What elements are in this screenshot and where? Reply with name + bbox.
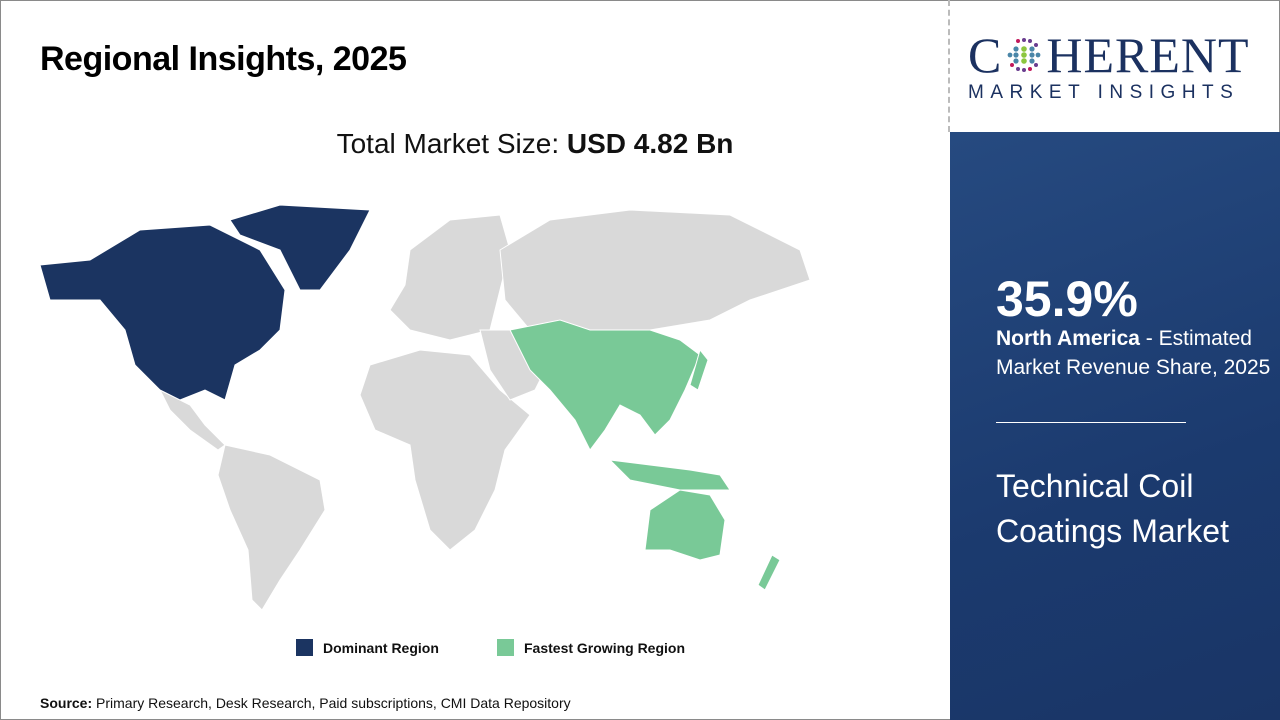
world-map: [39, 204, 811, 611]
legend-label: Dominant Region: [323, 639, 439, 656]
map-europe: [389, 214, 511, 341]
legend-swatch: [497, 639, 514, 656]
source-label: Source:: [40, 695, 93, 711]
total-label: Total Market Size:: [336, 128, 567, 159]
map-africa: [359, 349, 531, 551]
share-percent: 35.9%: [996, 271, 1138, 327]
market-name: Technical Coil Coatings Market: [996, 468, 1229, 549]
map-new-zealand: [757, 554, 781, 591]
source-note: Source: Primary Research, Desk Research,…: [40, 695, 571, 711]
map-southeast-asia: [608, 459, 731, 491]
map-north-america: [39, 224, 286, 401]
page-title: Regional Insights, 2025: [40, 40, 407, 78]
map-greenland: [229, 204, 371, 291]
map-russia: [499, 209, 811, 331]
share-desc-text: - Estimated Market Revenue Share, 2025: [996, 327, 1271, 379]
total-market-size: Total Market Size: USD 4.82 Bn: [0, 128, 1070, 160]
dominant-region-name: North America: [996, 327, 1140, 350]
legend-fastest: Fastest Growing Region: [497, 639, 685, 656]
share-description: North America - Estimated Market Revenue…: [996, 324, 1276, 382]
logo-subtext: MARKET INSIGHTS: [968, 82, 1240, 103]
panel-divider: [996, 422, 1186, 423]
legend-swatch: [296, 639, 313, 656]
globe-logo-icon: [1007, 38, 1041, 72]
divider: [948, 0, 950, 132]
map-australia: [644, 489, 726, 561]
logo: C HERENT MARKET INSIGHTS: [968, 30, 1268, 104]
legend-dominant: Dominant Region: [296, 639, 439, 656]
legend-label: Fastest Growing Region: [524, 639, 686, 656]
map-japan: [689, 348, 709, 391]
logo-text: HERENT: [1046, 27, 1250, 83]
info-panel: 35.9% North America - Estimated Market R…: [950, 132, 1280, 720]
logo-text: C: [968, 27, 1003, 83]
map-south-america: [217, 444, 326, 611]
total-value: USD 4.82 Bn: [566, 128, 734, 159]
source-text: Primary Research, Desk Research, Paid su…: [92, 695, 571, 711]
map-central-america: [158, 388, 226, 451]
map-asia: [509, 319, 701, 451]
